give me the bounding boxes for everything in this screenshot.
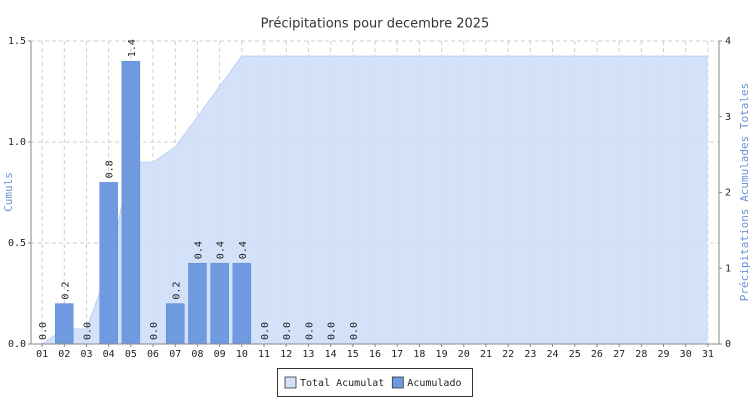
x-tick-label: 29 (657, 349, 669, 360)
bar (166, 303, 185, 345)
y-tick-label: 0.0 (8, 339, 26, 350)
x-tick-label: 18 (413, 349, 425, 360)
bar-value-label: 0.0 (282, 322, 293, 340)
y2-tick-label: 1 (725, 263, 731, 274)
x-tick-label: 05 (125, 349, 137, 360)
x-tick-label: 20 (458, 349, 470, 360)
legend-label: Total Acumulat (300, 378, 384, 389)
x-tick-label: 06 (147, 349, 159, 360)
bar (121, 60, 141, 345)
bar-value-label: 0.4 (193, 241, 204, 259)
x-tick-label: 25 (569, 349, 581, 360)
bar-value-label: 0.0 (327, 322, 338, 340)
x-tick-label: 02 (58, 349, 70, 360)
x-tick-label: 08 (191, 349, 203, 360)
bar-value-label: 0.0 (82, 322, 93, 340)
x-tick-label: 23 (524, 349, 536, 360)
x-tick-label: 30 (680, 349, 692, 360)
bar (55, 303, 74, 345)
x-tick-label: 22 (502, 349, 514, 360)
x-tick-label: 24 (547, 349, 559, 360)
x-tick-label: 17 (391, 349, 403, 360)
x-tick-label: 26 (591, 349, 603, 360)
y-tick-label: 1.5 (8, 36, 26, 47)
area-line (41, 55, 708, 345)
x-tick-label: 27 (613, 349, 625, 360)
x-tick-label: 19 (436, 349, 448, 360)
y2-axis-title: Précipitations Acumulades Totales (738, 83, 750, 302)
legend-label: Acumulado (407, 378, 461, 389)
legend-box (277, 368, 473, 397)
x-tick-label: 16 (369, 349, 381, 360)
bar-value-label: 1.4 (127, 39, 138, 57)
bar-value-label: 0.2 (171, 282, 182, 300)
x-tick-label: 03 (80, 349, 92, 360)
bar (99, 182, 118, 345)
bar-value-label: 0.0 (260, 322, 271, 340)
bar-value-label: 0.0 (349, 322, 360, 340)
y-axis-title: Cumuls (2, 172, 15, 212)
bar (188, 262, 207, 345)
y2-tick-label: 0 (725, 339, 731, 350)
bar-value-label: 0.2 (60, 282, 71, 300)
bar (210, 262, 229, 345)
bar-value-label: 0.8 (105, 160, 116, 178)
bar-value-label: 0.0 (38, 322, 49, 340)
bar-value-label: 0.0 (304, 322, 315, 340)
legend-swatch (391, 376, 404, 389)
x-tick-label: 09 (214, 349, 226, 360)
x-tick-label: 15 (347, 349, 359, 360)
chart-title: Précipitations pour decembre 2025 (261, 17, 490, 32)
area-fill (42, 56, 708, 345)
x-tick-label: 07 (169, 349, 181, 360)
y-tick-label: 0.5 (8, 238, 26, 249)
x-tick-label: 14 (325, 349, 337, 360)
x-tick-label: 13 (302, 349, 314, 360)
bar-value-label: 0.4 (238, 241, 249, 259)
bar (232, 262, 252, 345)
y2-tick-label: 2 (725, 188, 731, 199)
x-tick-label: 01 (36, 349, 48, 360)
x-tick-label: 21 (480, 349, 492, 360)
bar-value-label: 0.4 (216, 241, 227, 259)
x-tick-label: 10 (236, 349, 248, 360)
y-tick-label: 1.0 (8, 137, 26, 148)
x-tick-label: 11 (258, 349, 270, 360)
legend-swatch (284, 376, 297, 389)
x-tick-label: 12 (280, 349, 292, 360)
bar-value-label: 0.0 (149, 322, 160, 340)
x-tick-label: 04 (103, 349, 115, 360)
x-tick-label: 28 (635, 349, 647, 360)
x-tick-label: 31 (702, 349, 714, 360)
y2-tick-label: 4 (725, 36, 731, 47)
y2-tick-label: 3 (725, 112, 731, 123)
